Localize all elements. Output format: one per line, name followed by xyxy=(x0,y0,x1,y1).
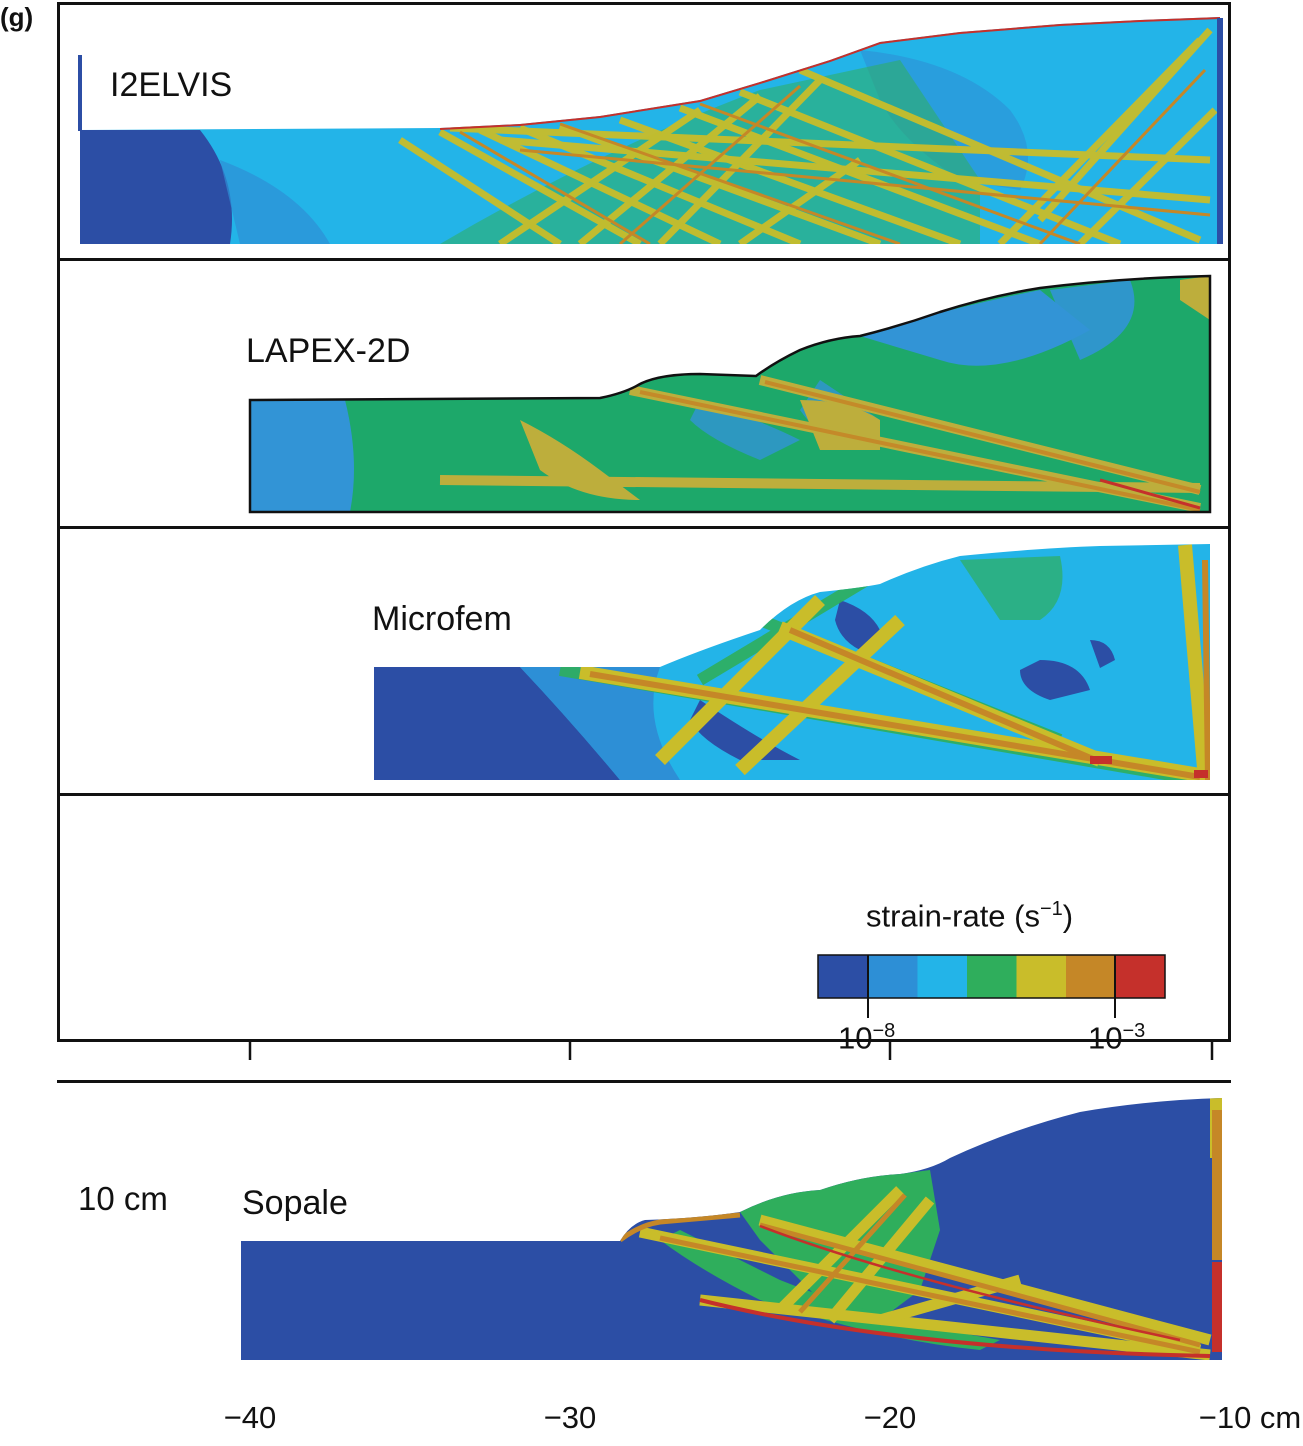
figure-frame xyxy=(57,2,1231,1042)
colorbar-outline xyxy=(817,954,1166,999)
colorbar-bin-6 xyxy=(1066,955,1116,998)
i2elvis-wall-right xyxy=(1217,18,1223,244)
scale-label: 10 cm xyxy=(78,1180,168,1217)
lapex-outline xyxy=(248,274,1212,514)
colorbar-bin-5 xyxy=(1016,955,1066,998)
colorbar-tick-label-2: 10−3 xyxy=(1088,1020,1146,1056)
x-axis xyxy=(248,1042,1214,1060)
panel-tag: (g) xyxy=(0,2,34,32)
panel-divider-1 xyxy=(57,258,1231,261)
sopale-model xyxy=(241,1098,1222,1360)
colorbar-bin-3 xyxy=(917,955,967,998)
colorbar-tick-label-1: 10−8 xyxy=(838,1020,896,1056)
lapex-model xyxy=(250,276,1210,512)
panel-label-sopale: Sopale xyxy=(242,1184,348,1222)
panel-label-microfem: Microfem xyxy=(372,600,512,638)
panel-label-lapex: LAPEX-2D xyxy=(246,332,411,370)
colorbar-bin-7 xyxy=(1115,955,1165,998)
i2elvis-model xyxy=(80,17,1222,244)
panel-divider-2 xyxy=(57,526,1231,529)
colorbar-bin-4 xyxy=(967,955,1017,998)
x-tick-label-3: −20 xyxy=(863,1400,917,1435)
panel-divider-3 xyxy=(57,793,1231,796)
strain-rate-colorbar xyxy=(817,954,1166,1018)
x-tick-label-1: −40 xyxy=(223,1400,277,1435)
panel-label-i2elvis: I2ELVIS xyxy=(110,66,233,104)
panel-divider-4 xyxy=(57,1080,1231,1083)
i2elvis-wall-left xyxy=(78,55,82,131)
microfem-model xyxy=(374,544,1210,780)
colorbar-bin-1 xyxy=(818,955,868,998)
x-tick-label-4: −10 cm xyxy=(1198,1400,1302,1435)
colorbar-bin-2 xyxy=(868,955,918,998)
colorbar-title: strain-rate (s−1) xyxy=(866,898,1074,934)
x-tick-label-2: −30 xyxy=(543,1400,597,1435)
